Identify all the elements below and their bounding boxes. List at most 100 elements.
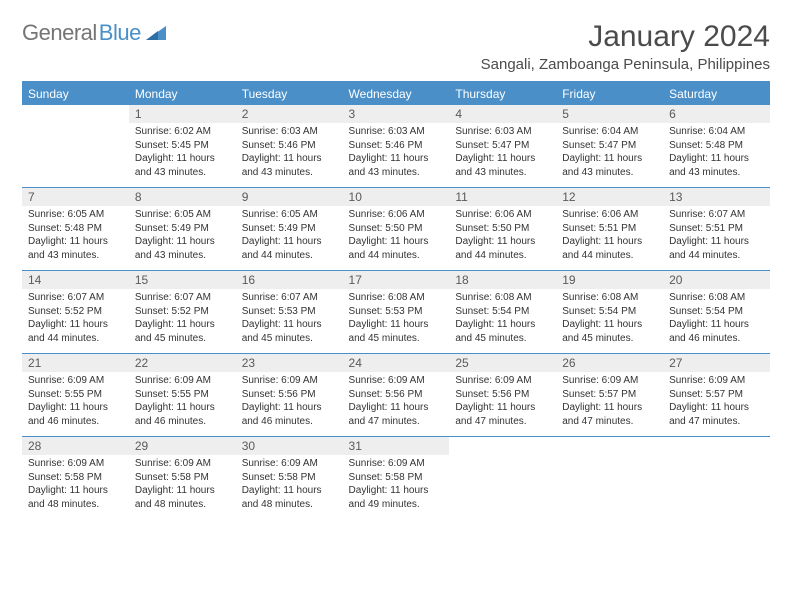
day-detail-cell: Sunrise: 6:03 AMSunset: 5:46 PMDaylight:… <box>343 123 450 188</box>
day-detail-cell: Sunrise: 6:08 AMSunset: 5:54 PMDaylight:… <box>449 289 556 354</box>
sunrise-line: Sunrise: 6:09 AM <box>455 374 550 388</box>
daylight-line: Daylight: 11 hours and 46 minutes. <box>28 401 123 428</box>
sunset-line: Sunset: 5:47 PM <box>562 139 657 153</box>
location-subtitle: Sangali, Zamboanga Peninsula, Philippine… <box>481 56 770 73</box>
sunrise-line: Sunrise: 6:05 AM <box>28 208 123 222</box>
sunset-line: Sunset: 5:54 PM <box>669 305 764 319</box>
day-detail-row: Sunrise: 6:09 AMSunset: 5:55 PMDaylight:… <box>22 372 770 437</box>
day-number-cell: 7 <box>22 188 129 207</box>
daylight-line: Daylight: 11 hours and 47 minutes. <box>562 401 657 428</box>
sunset-line: Sunset: 5:51 PM <box>669 222 764 236</box>
day-detail-row: Sunrise: 6:09 AMSunset: 5:58 PMDaylight:… <box>22 455 770 519</box>
day-number-cell: 21 <box>22 354 129 373</box>
day-detail-cell: Sunrise: 6:03 AMSunset: 5:47 PMDaylight:… <box>449 123 556 188</box>
page-header: GeneralBlue January 2024 Sangali, Zamboa… <box>22 20 770 73</box>
brand-logo: GeneralBlue <box>22 20 166 46</box>
day-number-cell: 20 <box>663 271 770 290</box>
day-number-cell <box>449 437 556 456</box>
sunrise-line: Sunrise: 6:07 AM <box>28 291 123 305</box>
day-number-cell: 31 <box>343 437 450 456</box>
day-header: Saturday <box>663 82 770 105</box>
day-number-cell: 15 <box>129 271 236 290</box>
day-number-cell: 6 <box>663 105 770 123</box>
daylight-line: Daylight: 11 hours and 43 minutes. <box>455 152 550 179</box>
day-header: Friday <box>556 82 663 105</box>
sunrise-line: Sunrise: 6:04 AM <box>669 125 764 139</box>
daylight-line: Daylight: 11 hours and 43 minutes. <box>349 152 444 179</box>
daylight-line: Daylight: 11 hours and 43 minutes. <box>28 235 123 262</box>
sunset-line: Sunset: 5:53 PM <box>242 305 337 319</box>
daylight-line: Daylight: 11 hours and 43 minutes. <box>135 235 230 262</box>
daylight-line: Daylight: 11 hours and 46 minutes. <box>669 318 764 345</box>
day-detail-cell: Sunrise: 6:04 AMSunset: 5:48 PMDaylight:… <box>663 123 770 188</box>
daylight-line: Daylight: 11 hours and 48 minutes. <box>28 484 123 511</box>
day-detail-cell: Sunrise: 6:05 AMSunset: 5:49 PMDaylight:… <box>129 206 236 271</box>
day-detail-cell: Sunrise: 6:09 AMSunset: 5:58 PMDaylight:… <box>22 455 129 519</box>
sunset-line: Sunset: 5:58 PM <box>349 471 444 485</box>
daylight-line: Daylight: 11 hours and 44 minutes. <box>242 235 337 262</box>
daylight-line: Daylight: 11 hours and 46 minutes. <box>242 401 337 428</box>
daylight-line: Daylight: 11 hours and 45 minutes. <box>562 318 657 345</box>
sunrise-line: Sunrise: 6:06 AM <box>562 208 657 222</box>
day-detail-cell <box>22 123 129 188</box>
daylight-line: Daylight: 11 hours and 44 minutes. <box>455 235 550 262</box>
sunrise-line: Sunrise: 6:09 AM <box>242 457 337 471</box>
sunrise-line: Sunrise: 6:07 AM <box>242 291 337 305</box>
day-number-cell: 16 <box>236 271 343 290</box>
sunset-line: Sunset: 5:50 PM <box>349 222 444 236</box>
day-detail-cell: Sunrise: 6:09 AMSunset: 5:56 PMDaylight:… <box>449 372 556 437</box>
sunrise-line: Sunrise: 6:09 AM <box>562 374 657 388</box>
sunrise-line: Sunrise: 6:05 AM <box>242 208 337 222</box>
sunrise-line: Sunrise: 6:09 AM <box>135 374 230 388</box>
daylight-line: Daylight: 11 hours and 43 minutes. <box>562 152 657 179</box>
sunset-line: Sunset: 5:55 PM <box>135 388 230 402</box>
sunset-line: Sunset: 5:49 PM <box>242 222 337 236</box>
day-number-cell: 17 <box>343 271 450 290</box>
day-number-cell: 3 <box>343 105 450 123</box>
day-number-cell: 25 <box>449 354 556 373</box>
day-detail-cell: Sunrise: 6:06 AMSunset: 5:50 PMDaylight:… <box>343 206 450 271</box>
day-number-row: 28293031 <box>22 437 770 456</box>
daylight-line: Daylight: 11 hours and 48 minutes. <box>242 484 337 511</box>
day-number-cell: 4 <box>449 105 556 123</box>
day-number-cell: 1 <box>129 105 236 123</box>
day-number-cell: 9 <box>236 188 343 207</box>
day-number-row: 78910111213 <box>22 188 770 207</box>
sunrise-line: Sunrise: 6:03 AM <box>455 125 550 139</box>
sunset-line: Sunset: 5:48 PM <box>28 222 123 236</box>
day-number-cell: 27 <box>663 354 770 373</box>
day-number-cell: 13 <box>663 188 770 207</box>
sunset-line: Sunset: 5:48 PM <box>669 139 764 153</box>
day-header: Monday <box>129 82 236 105</box>
sunrise-line: Sunrise: 6:09 AM <box>669 374 764 388</box>
sunset-line: Sunset: 5:54 PM <box>562 305 657 319</box>
daylight-line: Daylight: 11 hours and 44 minutes. <box>28 318 123 345</box>
sunset-line: Sunset: 5:57 PM <box>669 388 764 402</box>
sunrise-line: Sunrise: 6:09 AM <box>349 457 444 471</box>
day-header-row: Sunday Monday Tuesday Wednesday Thursday… <box>22 82 770 105</box>
sunset-line: Sunset: 5:52 PM <box>28 305 123 319</box>
day-number-cell: 8 <box>129 188 236 207</box>
day-detail-cell: Sunrise: 6:09 AMSunset: 5:55 PMDaylight:… <box>129 372 236 437</box>
sunset-line: Sunset: 5:56 PM <box>349 388 444 402</box>
sunset-line: Sunset: 5:46 PM <box>242 139 337 153</box>
day-detail-cell: Sunrise: 6:07 AMSunset: 5:52 PMDaylight:… <box>129 289 236 354</box>
sunrise-line: Sunrise: 6:02 AM <box>135 125 230 139</box>
sunrise-line: Sunrise: 6:08 AM <box>669 291 764 305</box>
sunset-line: Sunset: 5:51 PM <box>562 222 657 236</box>
day-detail-cell: Sunrise: 6:09 AMSunset: 5:57 PMDaylight:… <box>663 372 770 437</box>
day-detail-cell: Sunrise: 6:08 AMSunset: 5:54 PMDaylight:… <box>556 289 663 354</box>
day-detail-cell: Sunrise: 6:09 AMSunset: 5:56 PMDaylight:… <box>343 372 450 437</box>
day-detail-row: Sunrise: 6:05 AMSunset: 5:48 PMDaylight:… <box>22 206 770 271</box>
sunrise-line: Sunrise: 6:09 AM <box>28 374 123 388</box>
daylight-line: Daylight: 11 hours and 43 minutes. <box>669 152 764 179</box>
sunset-line: Sunset: 5:58 PM <box>242 471 337 485</box>
day-header: Sunday <box>22 82 129 105</box>
sunrise-line: Sunrise: 6:08 AM <box>455 291 550 305</box>
sunset-line: Sunset: 5:53 PM <box>349 305 444 319</box>
sunset-line: Sunset: 5:56 PM <box>455 388 550 402</box>
day-number-cell: 29 <box>129 437 236 456</box>
sunset-line: Sunset: 5:58 PM <box>135 471 230 485</box>
day-number-cell: 24 <box>343 354 450 373</box>
sunrise-line: Sunrise: 6:08 AM <box>562 291 657 305</box>
